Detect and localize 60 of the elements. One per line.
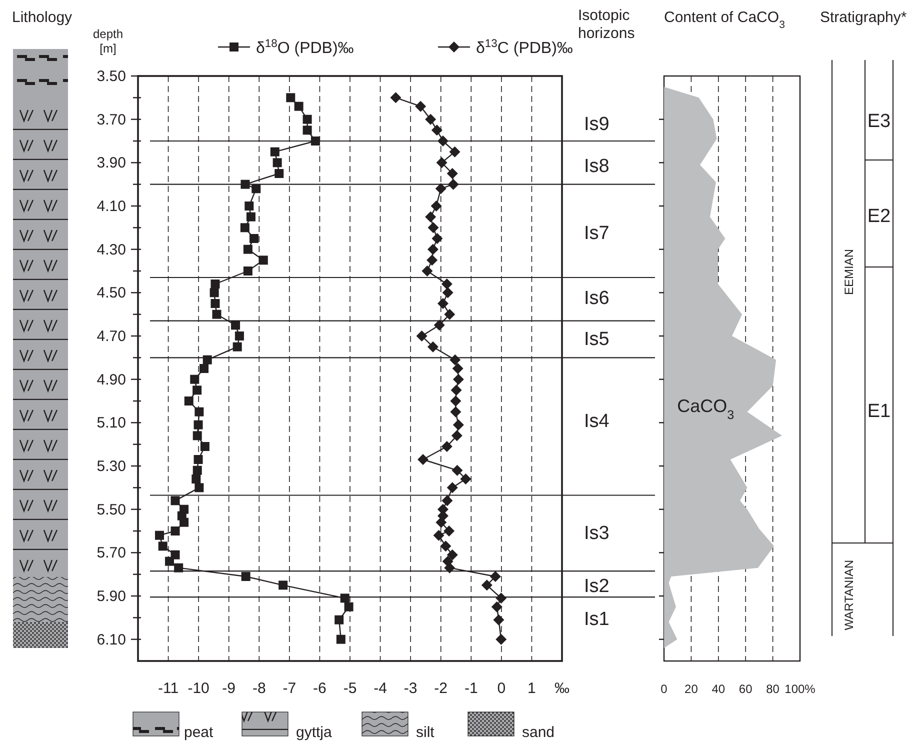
x-tick-label: -9: [222, 680, 236, 697]
x-tick-label: 0: [497, 680, 506, 697]
x-tick-label: 1: [528, 680, 536, 697]
x-tick-label: -5: [343, 680, 357, 697]
x-tick-label: -6: [313, 680, 326, 697]
text: sand: [522, 724, 555, 741]
x-tick-label: 60: [738, 682, 753, 696]
text: Is7: [584, 223, 610, 244]
x-tick-label: -4: [374, 680, 387, 697]
y-tick-label: 5.30: [96, 458, 126, 475]
y-tick-label: 5.70: [96, 544, 126, 562]
x-tick-label: 100%: [784, 682, 816, 696]
text: E3: [867, 111, 891, 132]
y-tick-label: 3.50: [96, 68, 126, 85]
x-tick-label: -7: [282, 680, 296, 697]
x-tick-label: -3: [404, 680, 418, 697]
text: Lithology: [12, 9, 73, 26]
legend-label: δ$^{13}$C (PDB)‰: [476, 38, 573, 57]
y-tick-label: 4.70: [96, 328, 126, 345]
text: Is2: [584, 576, 610, 597]
x-tick-label: 80: [766, 682, 780, 696]
y-axis-title: depth [m]: [92, 27, 124, 56]
y-tick-label: 4.90: [96, 371, 126, 388]
x-tick-label: -2: [434, 680, 448, 697]
y-tick-label: 4.30: [96, 241, 126, 258]
text: Is1: [584, 609, 610, 630]
x-tick-label: -8: [252, 680, 266, 697]
text: Isotopic horizons: [578, 7, 635, 42]
text: EEMIAN: [842, 248, 856, 296]
text: Is4: [584, 411, 610, 432]
text: Is6: [584, 288, 610, 309]
x-tick-label: 0: [660, 682, 668, 696]
text: WARTANIAN: [842, 560, 856, 630]
text: gyttja: [296, 724, 333, 741]
text: peat: [184, 724, 214, 741]
y-tick-label: 4.10: [96, 198, 126, 215]
y-tick-label: 5.90: [96, 588, 126, 605]
text: silt: [416, 724, 436, 741]
text: Is3: [584, 523, 610, 544]
chart-title: Content of CaCO$_{3}$: [664, 9, 786, 31]
y-tick-label: 5.50: [96, 501, 126, 518]
text: E1: [867, 401, 891, 422]
text: Stratigraphy*: [820, 9, 907, 26]
text: E2: [867, 206, 891, 227]
y-tick-label: 3.90: [96, 154, 126, 172]
x-tick-label: -1: [464, 680, 478, 697]
y-tick-label: 3.70: [96, 111, 126, 128]
y-tick-label: 5.10: [96, 414, 126, 432]
text: Is8: [584, 156, 610, 177]
text: Is9: [584, 114, 610, 135]
y-tick-label: 4.50: [96, 284, 126, 302]
x-tick-label: 40: [712, 682, 726, 696]
text: Is5: [584, 329, 610, 350]
legend-label: δ$^{18}$O (PDB)‰: [256, 38, 354, 57]
x-tick-label: 20: [684, 682, 698, 696]
series-label: CaCO$_{3}$: [677, 396, 734, 422]
x-tick-label: -10: [188, 680, 210, 697]
y-tick-label: 6.10: [96, 631, 126, 648]
x-tick-label: -11: [158, 680, 179, 697]
x-tick-label: ‰: [554, 680, 570, 697]
